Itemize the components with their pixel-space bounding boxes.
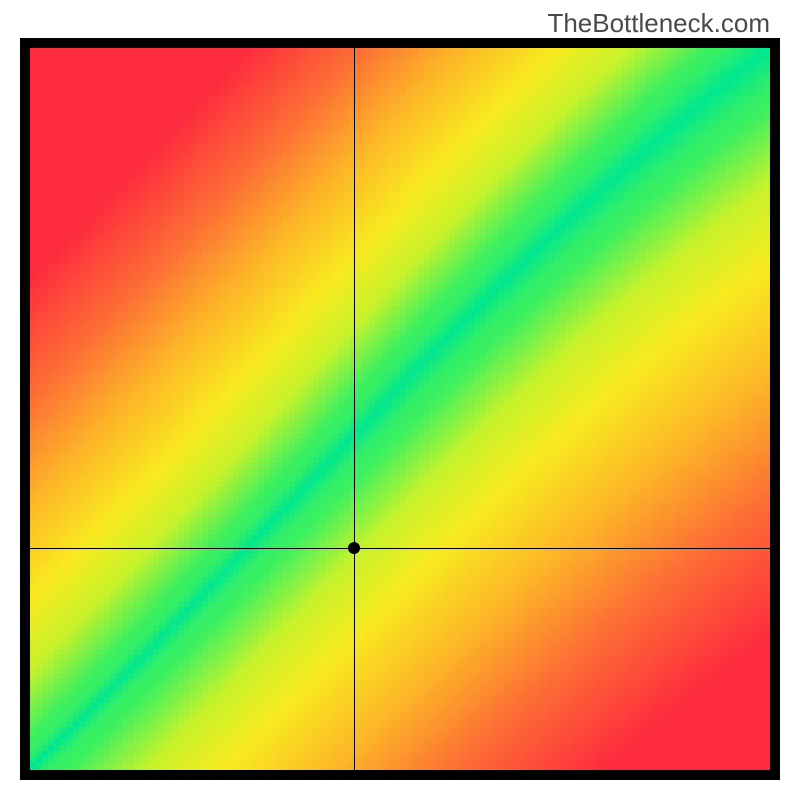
crosshair-vertical [354, 48, 355, 770]
watermark-text: TheBottleneck.com [547, 8, 770, 39]
crosshair-horizontal [30, 548, 770, 549]
data-point-marker [348, 542, 360, 554]
chart-root: TheBottleneck.com [0, 0, 800, 800]
plot-frame [20, 38, 780, 780]
heatmap-canvas [30, 48, 770, 770]
